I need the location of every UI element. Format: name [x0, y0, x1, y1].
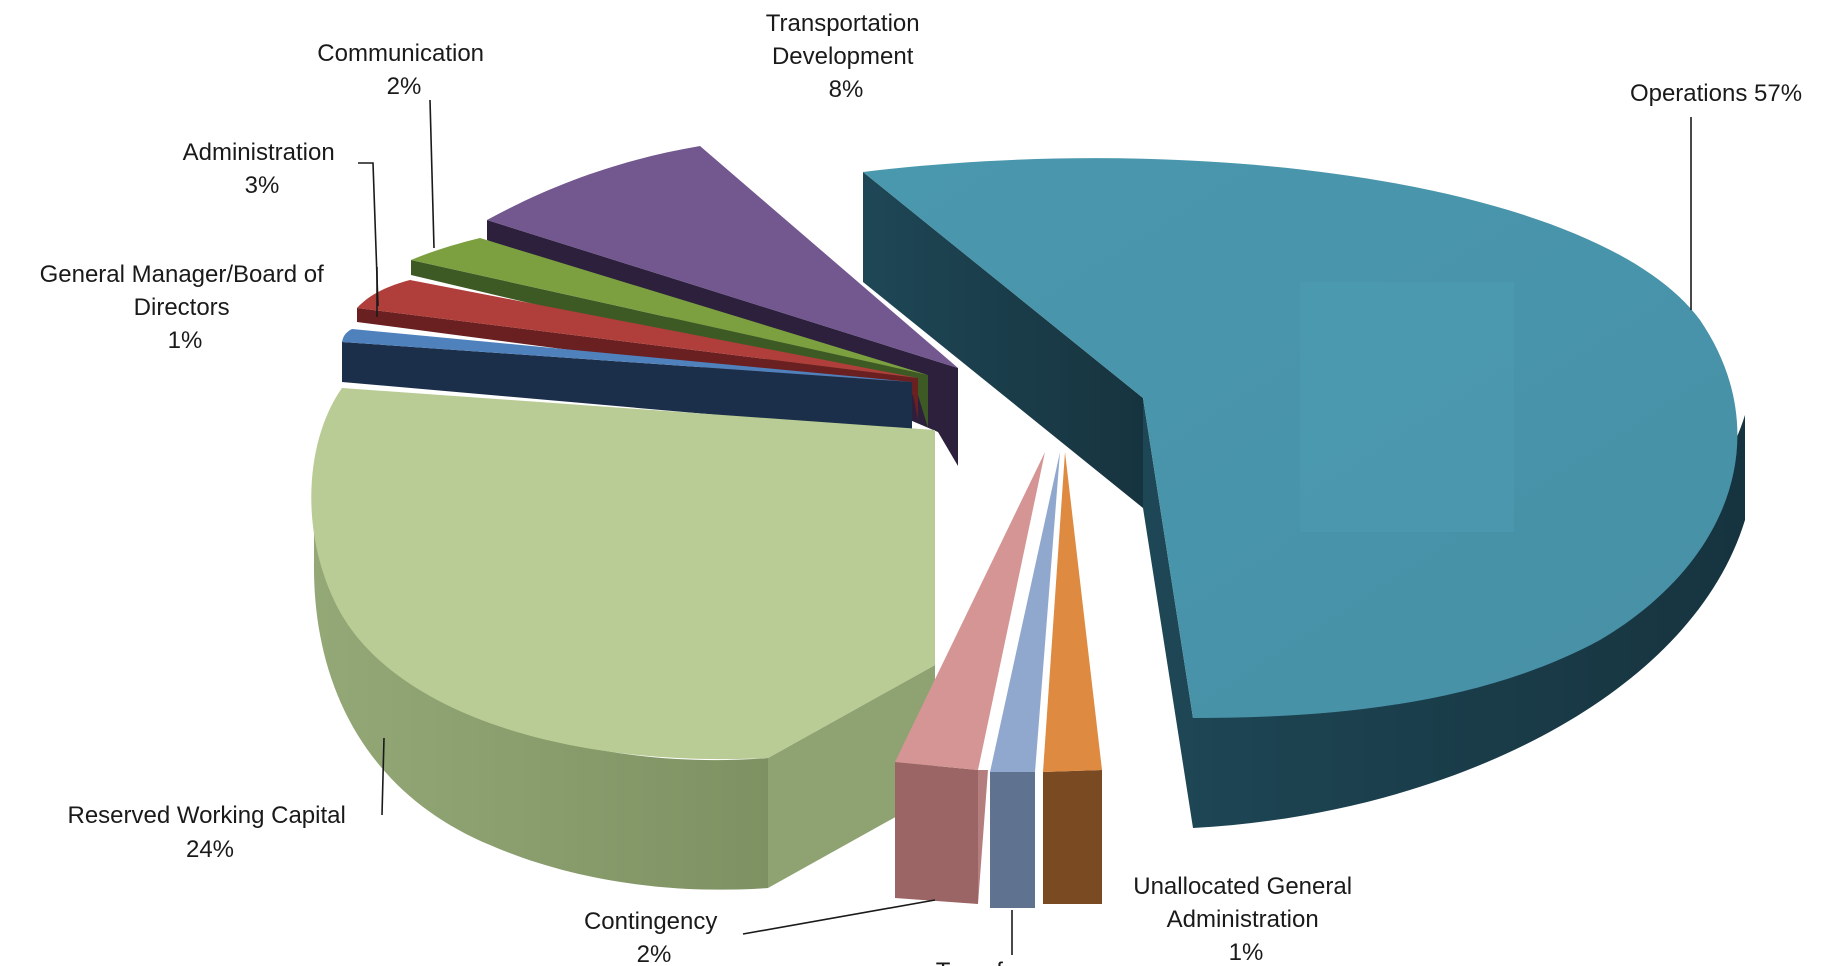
slice-unallocated — [1043, 452, 1102, 904]
slice-reserved-working-capital-top — [311, 388, 935, 760]
label-transportation-development-line-2: Development — [772, 43, 914, 70]
label-administration: Administration 3% — [183, 139, 342, 199]
label-transportation-development: Transportation Development 8% — [766, 10, 927, 103]
leader-reserved-working-capital — [381, 737, 385, 816]
slice-general-manager — [342, 329, 912, 432]
label-communication-line-2: 2% — [387, 73, 422, 100]
slice-transfers — [990, 452, 1060, 908]
label-reserved-working-capital-line-2: 24% — [186, 836, 234, 863]
slice-administration-side — [357, 308, 918, 420]
label-general-manager: General Manager/Board of Directors 1% — [40, 261, 331, 354]
slice-unallocated-top — [1043, 452, 1102, 772]
slice-contingency — [895, 452, 1045, 904]
label-communication: Communication 2% — [317, 40, 490, 100]
leader-administration — [358, 162, 379, 307]
slice-operations-side-outer — [1143, 398, 1745, 828]
slice-operations-highlight — [1300, 282, 1514, 532]
label-transportation-development-line-1: Transportation — [766, 10, 920, 37]
slice-reserved-working-capital-side — [313, 465, 768, 890]
label-unallocated-line-3: 1% — [1229, 939, 1264, 966]
slice-contingency-side — [895, 762, 978, 904]
slice-administration — [357, 280, 918, 420]
label-unallocated-line-2: Administration — [1167, 906, 1319, 933]
slice-contingency-top — [895, 452, 1045, 770]
label-administration-line-1: Administration — [183, 139, 335, 166]
label-administration-line-2: 3% — [245, 172, 280, 199]
label-reserved-working-capital: Reserved Working Capital 24% — [67, 802, 352, 863]
label-operations: Operations 57% — [1630, 80, 1802, 107]
slice-operations-side — [863, 172, 1143, 508]
slice-contingency-side-2 — [978, 770, 988, 904]
slice-transfers-side — [990, 772, 1035, 908]
label-general-manager-line-3: 1% — [168, 327, 203, 354]
label-operations-line: Operations 57% — [1630, 80, 1802, 107]
slice-communication — [411, 238, 928, 428]
label-general-manager-line-2: Directors — [134, 294, 230, 321]
label-transfers: Transfers — [936, 958, 1036, 966]
leader-contingency — [742, 899, 936, 935]
slice-operations — [863, 158, 1745, 828]
label-contingency-line-2: 2% — [637, 941, 672, 966]
slice-reserved-working-capital — [311, 388, 935, 890]
slice-unallocated-side — [1043, 770, 1102, 904]
slice-general-manager-side — [342, 342, 912, 432]
label-unallocated-line-1: Unallocated General — [1133, 873, 1352, 900]
slice-transfers-top — [990, 452, 1060, 772]
label-unallocated: Unallocated General Administration 1% — [1133, 873, 1358, 966]
slice-communication-top — [411, 238, 928, 375]
label-transfers-line-1: Transfers — [936, 958, 1036, 966]
leader-communication — [429, 99, 435, 249]
label-general-manager-line-1: General Manager/Board of — [40, 261, 325, 288]
label-reserved-working-capital-line-1: Reserved Working Capital — [67, 802, 345, 829]
slice-transportation-development-top — [487, 146, 958, 368]
slice-reserved-working-capital-side-right — [768, 665, 935, 888]
slice-general-manager-top — [342, 329, 912, 382]
label-communication-line-1: Communication — [317, 40, 484, 67]
slice-communication-side — [411, 260, 928, 428]
label-transportation-development-line-3: 8% — [829, 76, 864, 103]
label-contingency-line-1: Contingency — [584, 908, 717, 935]
slice-administration-top — [357, 280, 918, 378]
label-contingency: Contingency 2% — [584, 908, 724, 966]
